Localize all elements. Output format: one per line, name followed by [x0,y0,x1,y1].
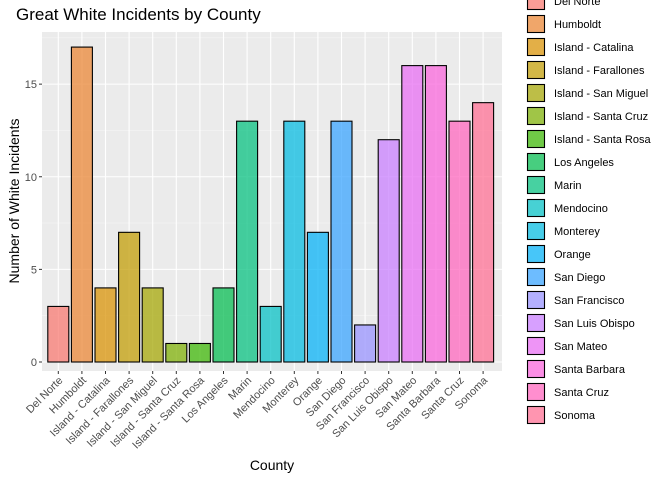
legend-label-mendocino: Mendocino [554,203,608,215]
bar-san-francisco [354,324,377,363]
legend-label-island-santa-cruz: Island - Santa Cruz [554,111,648,123]
legend-swatch-san-mateo [526,336,546,356]
y-tick-label: 0 [31,357,37,369]
bar-marin [236,120,259,363]
legend-swatch-del-norte [526,0,546,11]
y-tick-label: 15 [25,79,37,91]
legend-swatch-island-farallones [526,60,546,80]
legend-label-san-diego: San Diego [554,272,605,284]
bar-island-farallones [118,231,141,363]
bar-island-san-miguel [141,287,164,363]
legend-label-orange: Orange [554,249,591,261]
legend-label-island-catalina: Island - Catalina [554,42,634,54]
legend-swatch-san-luis-obispo [526,313,546,333]
legend-label-santa-cruz: Santa Cruz [554,387,609,399]
legend-swatch-santa-barbara [526,359,546,379]
legend-swatch-island-santa-rosa [526,129,546,149]
bar-monterey [283,120,306,363]
chart-title: Great White Incidents by County [16,5,261,24]
legend-swatch-los-angeles [526,152,546,172]
bar-island-catalina [94,287,117,363]
legend-swatch-humboldt [526,14,546,34]
legend-swatch-marin [526,175,546,195]
bar-santa-barbara [424,65,447,363]
legend-label-marin: Marin [554,180,582,192]
y-axis-label: Number of White Incidents [6,119,22,284]
legend-label-san-francisco: San Francisco [554,295,624,307]
y-tick-label: 5 [31,264,37,276]
legend-label-monterey: Monterey [554,226,600,238]
legend-swatch-island-san-miguel [526,83,546,103]
legend-swatch-san-diego [526,267,546,287]
legend-label-los-angeles: Los Angeles [554,157,614,169]
bar-sonoma [472,102,495,363]
x-axis-label: County [250,457,294,473]
bar-island-santa-cruz [165,342,188,363]
bar-island-santa-rosa [188,342,211,363]
bar-san-diego [330,120,353,363]
legend-swatch-orange [526,244,546,264]
legend-swatch-santa-cruz [526,382,546,402]
legend: Del Norte Humboldt Island - Catalina Island… [526,0,651,425]
y-tick-label: 10 [25,172,37,184]
legend-label-san-luis-obispo: San Luis Obispo [554,318,635,330]
bar-los-angeles [212,287,235,363]
legend-label-san-mateo: San Mateo [554,341,607,353]
legend-swatch-island-catalina [526,37,546,57]
legend-label-del-norte: Del Norte [554,0,600,8]
legend-swatch-san-francisco [526,290,546,310]
legend-swatch-sonoma [526,405,546,425]
bar-mendocino [259,305,282,363]
legend-label-island-santa-rosa: Island - Santa Rosa [554,134,651,146]
bar-humboldt [70,46,93,363]
legend-label-island-san-miguel: Island - San Miguel [554,88,648,100]
bar-san-mateo [401,65,424,363]
bar-orange [306,231,329,363]
bar-san-luis-obispo [377,139,400,363]
legend-label-island-farallones: Island - Farallones [554,65,645,77]
y-axis: 0 5 10 15 [25,79,42,369]
legend-swatch-mendocino [526,198,546,218]
legend-label-sonoma: Sonoma [554,410,596,422]
bar-santa-cruz [448,120,471,363]
legend-swatch-island-santa-cruz [526,106,546,126]
bars [47,46,495,363]
legend-label-humboldt: Humboldt [554,19,601,31]
legend-label-santa-barbara: Santa Barbara [554,364,626,376]
legend-swatch-monterey [526,221,546,241]
bar-del-norte [47,305,70,363]
